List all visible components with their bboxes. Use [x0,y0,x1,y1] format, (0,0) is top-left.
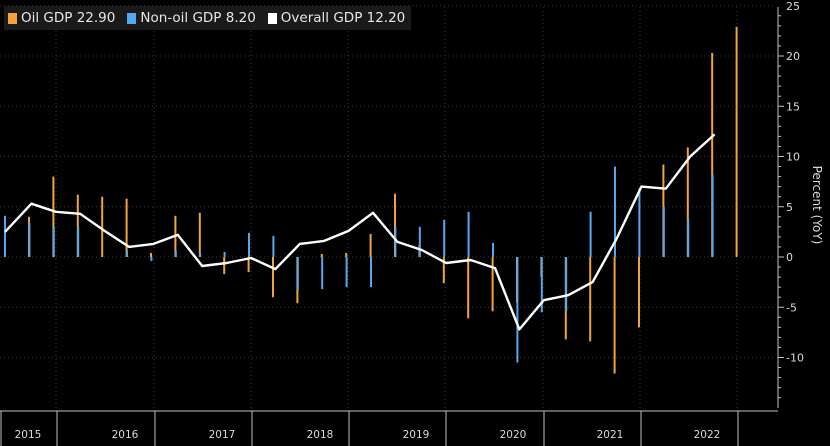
oil-gdp-bar [101,196,104,257]
oil-gdp-bar [442,257,445,284]
oil-gdp-bar [272,257,274,298]
x-tick-label: 2022 [694,429,721,441]
y-tick-label: 5 [786,201,793,214]
nonoil-gdp-bar [443,219,446,257]
legend-item-oil: Oil GDP 22.90 [8,10,115,26]
oil-gdp-bar [320,253,323,257]
oil-gdp-bar [150,252,152,257]
nonoil-gdp-bar [516,257,519,363]
oil-swatch [8,12,17,24]
nonoil-gdp-bar [711,174,714,257]
nonoil-gdp-bar [638,188,641,257]
x-tick-label: 2016 [112,429,139,441]
y-axis: 25 20 15 10 5 0 -5 -10 [777,0,804,408]
oil-gdp-bar [345,252,348,257]
legend-oil-label: Oil GDP 22.90 [21,10,116,26]
nonoil-gdp-bar [492,242,494,257]
nonoil-gdp-bar [150,257,153,262]
oil-gdp-bar [369,233,372,257]
y-tick-label: 20 [786,50,800,63]
nonoil-gdp-bar [52,226,55,257]
y-tick-label: 10 [786,151,800,164]
y-axis-label: Percent (YoY) [810,166,824,245]
nonoil-swatch [127,12,137,24]
nonoil-gdp-bar [467,211,470,257]
oil-gdp-bar [76,194,79,257]
legend-overall-label: Overall GDP 12.20 [280,10,406,26]
nonoil-gdp-bar [418,226,421,257]
y-tick-label: -5 [786,301,797,314]
overall-swatch [267,12,277,24]
nonoil-gdp-bar [614,166,616,257]
legend: Oil GDP 22.90 Non-oil GDP 8.20 Overall G… [4,6,412,30]
legend-item-nonoil: Non-oil GDP 8.20 [127,10,256,26]
overall-gdp-line [4,133,716,331]
x-tick-label: 2021 [597,429,624,441]
oil-gdp-bar [247,257,250,273]
oil-gdp-bar [198,212,201,257]
oil-gdp-bar [223,257,226,275]
oil-gdp-bar [491,257,494,312]
nonoil-gdp-bar [540,257,543,313]
x-tick-label: 2020 [500,429,527,441]
y-tick-label: 0 [786,251,793,264]
nonoil-gdp-bar [126,250,128,257]
y-tick-label: -10 [786,352,804,365]
oil-gdp-bar [394,193,396,257]
x-tick-label: 2019 [403,429,430,441]
legend-item-overall: Overall GDP 12.20 [267,10,406,26]
nonoil-gdp-bar [370,257,372,288]
grid-lines [0,5,775,408]
nonoil-gdp-bar [272,235,275,257]
nonoil-gdp-bar [223,251,226,257]
nonoil-gdp-bar [199,252,202,257]
nonoil-gdp-bar [321,257,324,290]
x-tick-label: 2017 [209,429,236,441]
nonoil-gdp-bar [589,211,592,257]
oil-gdp-bar [613,257,616,374]
nonoil-gdp-bar [174,250,177,257]
nonoil-gdp-bar [687,218,690,257]
overall-gdp-series [4,133,716,331]
nonoil-gdp-bar [296,257,299,291]
nonoil-gdp-bar [345,257,348,288]
oil-gdp-bar [686,147,689,257]
nonoil-gdp-bar [77,226,80,257]
x-tick-label: 2015 [15,429,42,441]
nonoil-gdp-bar [565,257,568,312]
nonoil-gdp-bar [28,222,31,257]
oil-gdp-bar [52,176,55,257]
nonoil-gdp-bar [662,206,665,257]
oil-gdp-bar [467,257,470,319]
x-tick-label: 2018 [307,429,334,441]
oil-gdp-bars [28,26,738,374]
nonoil-gdp-bars [4,166,714,363]
legend-nonoil-label: Non-oil GDP 8.20 [140,10,256,26]
oil-gdp-bar [735,26,738,258]
x-axis: 2015 2016 2017 2018 2019 2020 2021 2022 [0,410,778,446]
oil-gdp-bar [125,198,128,257]
nonoil-gdp-bar [248,232,250,257]
oil-gdp-bar [638,257,640,328]
nonoil-gdp-bar [4,215,6,257]
y-tick-label: 25 [786,0,800,13]
nonoil-gdp-bar [394,226,397,257]
oil-gdp-bar [589,257,592,342]
y-tick-label: 15 [786,100,800,113]
oil-gdp-bar [711,52,714,257]
